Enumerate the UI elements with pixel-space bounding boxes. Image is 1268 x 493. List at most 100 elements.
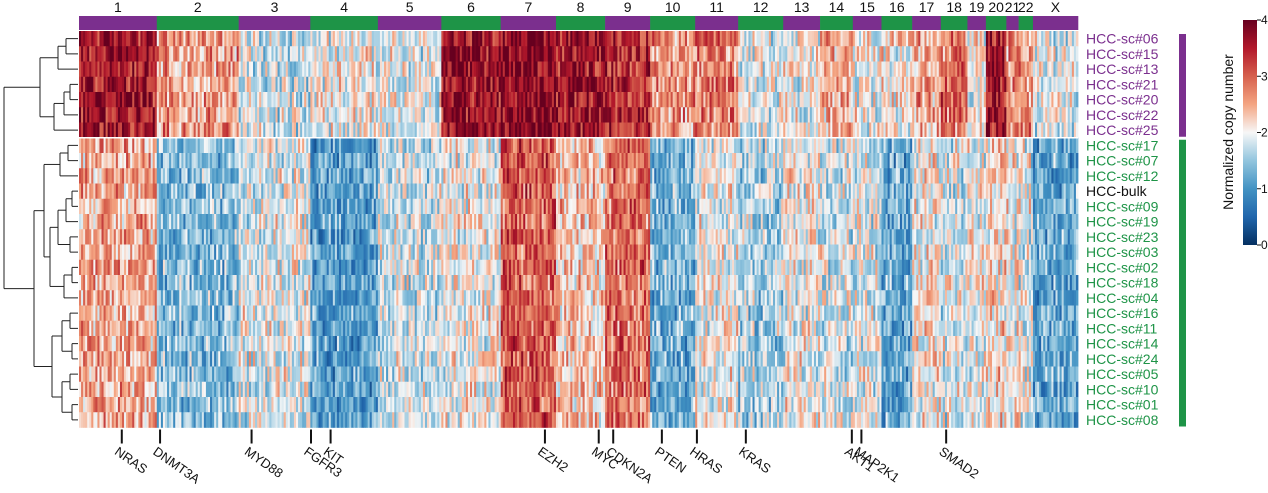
heatmap-cell xyxy=(617,137,620,154)
heatmap-cell xyxy=(531,122,534,139)
heatmap-cell xyxy=(488,168,491,184)
heatmap-cell xyxy=(326,153,330,169)
heatmap-cell xyxy=(580,107,583,123)
heatmap-cell xyxy=(275,92,278,108)
heatmap-cell xyxy=(115,92,119,108)
heatmap-cell xyxy=(588,153,592,169)
heatmap-cell xyxy=(283,61,287,78)
heatmap-cell xyxy=(121,122,125,139)
heatmap-cell xyxy=(881,153,884,169)
heatmap-cell xyxy=(697,61,700,78)
heatmap-cell xyxy=(912,92,915,108)
heatmap-cell xyxy=(820,122,823,139)
heatmap-cell xyxy=(93,153,96,169)
heatmap-cell xyxy=(1037,92,1040,108)
heatmap-cell xyxy=(926,61,929,78)
heatmap-cell xyxy=(271,31,274,47)
heatmap-cell xyxy=(453,107,457,123)
heatmap-cell xyxy=(338,153,342,169)
heatmap-cell xyxy=(484,122,487,139)
heatmap-cell xyxy=(729,61,733,78)
heatmap-cell xyxy=(611,76,614,93)
heatmap-cell xyxy=(590,61,594,78)
heatmap-cell xyxy=(693,122,696,139)
heatmap-cell xyxy=(85,168,88,184)
heatmap-cell xyxy=(623,92,626,108)
heatmap-cell xyxy=(298,137,301,154)
heatmap-cell xyxy=(167,137,170,154)
heatmap-cell xyxy=(226,122,229,139)
heatmap-cell xyxy=(756,61,760,78)
heatmap-cell xyxy=(304,107,307,123)
heatmap-cell xyxy=(195,92,199,108)
heatmap-cell xyxy=(701,76,704,93)
heatmap-cell xyxy=(611,61,614,78)
heatmap-cell xyxy=(568,76,571,93)
heatmap-cell xyxy=(549,153,553,169)
heatmap-cell xyxy=(584,31,588,47)
heatmap-cell xyxy=(1069,92,1073,108)
heatmap-cell xyxy=(820,31,823,47)
heatmap-cell xyxy=(1051,107,1054,123)
heatmap-cell xyxy=(682,122,686,139)
heatmap-cell xyxy=(820,92,823,108)
heatmap-cell xyxy=(924,122,927,139)
heatmap-cell xyxy=(150,76,154,93)
heatmap-cell xyxy=(459,153,463,169)
heatmap-cell xyxy=(445,46,448,62)
heatmap-cell xyxy=(809,61,813,78)
heatmap-cell xyxy=(705,76,708,93)
heatmap-cell xyxy=(1051,137,1054,154)
heatmap-cell xyxy=(236,153,240,169)
heatmap-cell xyxy=(662,153,665,169)
heatmap-cell xyxy=(981,61,985,78)
heatmap-cell xyxy=(553,168,557,184)
heatmap-cell xyxy=(500,107,504,123)
heatmap-cell xyxy=(386,46,389,62)
heatmap-cell xyxy=(650,107,653,123)
heatmap-cell xyxy=(381,137,385,154)
heatmap-cell xyxy=(646,168,649,184)
heatmap-cell xyxy=(189,122,192,139)
heatmap-cell xyxy=(818,31,821,47)
heatmap-cell xyxy=(244,122,248,139)
heatmap-cell xyxy=(764,61,768,78)
heatmap-cell xyxy=(261,122,264,139)
heatmap-cell xyxy=(105,92,109,108)
heatmap-cell xyxy=(160,137,164,154)
heatmap-cell xyxy=(813,31,817,47)
heatmap-cell xyxy=(566,153,569,169)
heatmap-cell xyxy=(197,107,201,123)
heatmap-cell xyxy=(601,46,604,62)
heatmap-cell xyxy=(203,168,207,184)
heatmap-cell xyxy=(324,137,328,154)
heatmap-cell xyxy=(953,92,956,108)
heatmap-cell xyxy=(386,61,389,78)
heatmap-cell xyxy=(703,46,706,62)
heatmap-cell xyxy=(267,168,270,184)
heatmap-cell xyxy=(500,76,504,93)
heatmap-cell xyxy=(508,122,512,139)
heatmap-cell xyxy=(455,61,459,78)
heatmap-cell xyxy=(734,76,737,93)
heatmap-cell xyxy=(1049,46,1052,62)
heatmap-cell xyxy=(723,46,727,62)
heatmap-cell xyxy=(179,31,182,47)
heatmap-cell xyxy=(1075,76,1079,93)
heatmap-cell xyxy=(349,76,352,93)
heatmap-cell xyxy=(212,153,215,169)
heatmap-cell xyxy=(357,92,360,108)
heatmap-cell xyxy=(795,153,798,169)
heatmap-cell xyxy=(334,122,338,139)
chromosome-bar-segment xyxy=(650,16,696,30)
heatmap-cell xyxy=(427,92,430,108)
heatmap-cell xyxy=(586,76,590,93)
heatmap-cell xyxy=(826,122,829,139)
heatmap-cell xyxy=(103,153,107,169)
heatmap-cell xyxy=(996,92,999,108)
heatmap-cell xyxy=(877,122,880,139)
heatmap-cell xyxy=(164,61,168,78)
heatmap-cell xyxy=(519,122,522,139)
heatmap-cell xyxy=(126,107,129,123)
heatmap-cell xyxy=(791,153,794,169)
